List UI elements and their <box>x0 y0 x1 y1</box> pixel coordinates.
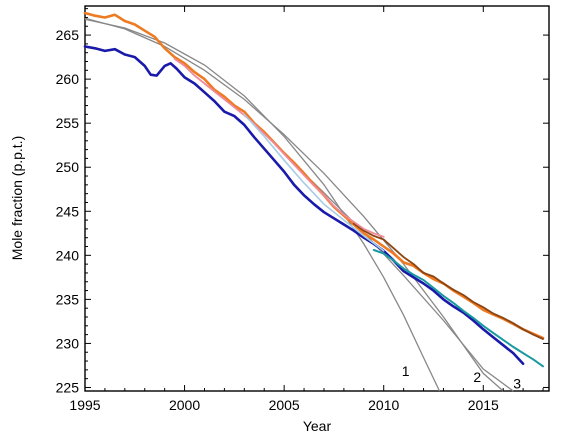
x-tick-label: 2000 <box>169 397 200 413</box>
series-line-1 <box>83 11 545 340</box>
fit-curve-3 <box>283 153 514 392</box>
series-line-2 <box>352 222 544 340</box>
y-tick-label: 260 <box>56 71 80 87</box>
y-tick-label: 230 <box>56 335 80 351</box>
series-line-4 <box>83 45 525 365</box>
fit-labels: 1 2 3 <box>402 363 521 391</box>
y-tick-label: 240 <box>56 247 80 263</box>
series-line-3 <box>173 58 385 238</box>
series-line-5 <box>372 249 544 368</box>
y-tick-label: 255 <box>56 115 80 131</box>
x-axis-ticks: 1995 2000 2005 2010 2015 <box>69 6 544 413</box>
fit-label-1: 1 <box>402 363 410 379</box>
y-tick-label: 225 <box>56 379 80 395</box>
y-axis-ticks: 225 230 235 240 245 250 255 260 265 <box>56 8 549 395</box>
fit-label-3: 3 <box>513 375 521 391</box>
y-tick-label: 245 <box>56 203 80 219</box>
y-tick-label: 265 <box>56 27 80 43</box>
fit-curve-2 <box>84 17 504 392</box>
fit-curve-1 <box>84 18 441 392</box>
y-axis-title: Mole fraction (p.p.t.) <box>9 136 25 261</box>
x-tick-label: 2015 <box>468 397 499 413</box>
x-tick-label: 1995 <box>69 397 100 413</box>
series-line-6 <box>243 113 385 252</box>
x-tick-label: 2010 <box>368 397 399 413</box>
x-tick-label: 2005 <box>269 397 300 413</box>
data-series <box>83 11 545 368</box>
fit-label-2: 2 <box>473 369 481 385</box>
y-tick-label: 250 <box>56 159 80 175</box>
x-axis-title: Year <box>303 418 332 434</box>
plot-frame <box>84 5 550 392</box>
y-tick-label: 235 <box>56 291 80 307</box>
